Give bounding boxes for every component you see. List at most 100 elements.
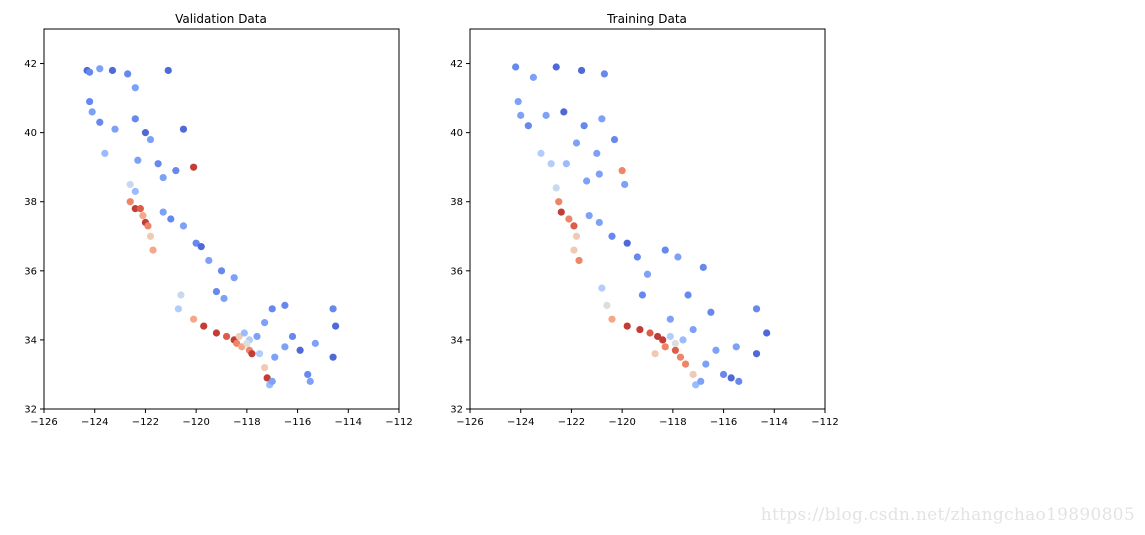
validation-point xyxy=(124,70,132,78)
training-point xyxy=(560,108,568,116)
training-point xyxy=(517,111,525,119)
validation-point xyxy=(222,332,231,341)
training-point xyxy=(679,336,687,344)
validation-point xyxy=(177,291,185,299)
validation-x-tick-label: −122 xyxy=(132,417,159,428)
validation-point xyxy=(255,350,264,358)
training-point xyxy=(651,350,659,358)
validation-axes-frame xyxy=(43,28,400,410)
validation-point xyxy=(144,222,152,230)
validation-x-tick-label: −116 xyxy=(284,417,311,428)
validation-point xyxy=(281,301,289,309)
training-point xyxy=(646,329,654,337)
validation-point xyxy=(311,339,319,347)
validation-point xyxy=(268,377,276,385)
validation-point xyxy=(261,363,269,372)
training-point xyxy=(666,332,674,341)
training-point xyxy=(633,253,641,261)
validation-point xyxy=(172,167,180,175)
validation-point xyxy=(296,346,304,354)
training-point xyxy=(752,305,761,313)
training-x-tick-label: −114 xyxy=(761,417,788,428)
training-point xyxy=(603,301,611,309)
training-point xyxy=(580,122,588,130)
training-point xyxy=(707,308,715,316)
validation-point xyxy=(149,246,157,254)
training-y-tick-label: 32 xyxy=(450,405,463,416)
training-point xyxy=(689,370,697,379)
training-point xyxy=(666,315,674,323)
validation-point xyxy=(212,329,221,337)
training-point xyxy=(735,377,743,385)
training-point xyxy=(555,198,563,206)
training-point xyxy=(552,184,560,192)
validation-point xyxy=(200,322,208,330)
training-point xyxy=(524,122,532,130)
training-point xyxy=(621,180,629,189)
validation-point xyxy=(235,332,243,341)
training-point xyxy=(661,343,669,351)
training-point xyxy=(562,160,570,168)
training-point xyxy=(681,360,690,368)
validation-y-tick-label: 38 xyxy=(24,197,37,208)
validation-point xyxy=(190,163,198,171)
validation-point xyxy=(261,319,269,327)
training-point xyxy=(671,339,679,347)
watermark: https://blog.csdn.net/zhangchao19890805 xyxy=(760,505,1135,525)
validation-point xyxy=(179,125,188,133)
training-point xyxy=(598,284,606,292)
training-point xyxy=(593,149,601,157)
validation-point xyxy=(281,343,289,351)
validation-point xyxy=(146,232,155,240)
validation-point xyxy=(131,115,139,123)
validation-point xyxy=(253,332,261,341)
validation-point xyxy=(154,160,162,168)
validation-x-tick-label: −120 xyxy=(182,417,209,428)
validation-point xyxy=(96,65,104,73)
validation-y-tick-label: 32 xyxy=(24,405,37,416)
validation-point xyxy=(86,97,94,106)
validation-point xyxy=(131,187,139,195)
validation-y-tick-label: 40 xyxy=(24,128,37,139)
validation-point xyxy=(179,222,188,230)
training-point xyxy=(661,246,669,254)
training-point xyxy=(643,270,652,278)
training-point xyxy=(659,336,667,344)
training-point xyxy=(575,256,583,265)
training-plot: Training Data −126 −124 −122 −120 −118 −116 −1… xyxy=(450,12,838,428)
training-point xyxy=(689,325,697,334)
training-point xyxy=(623,239,631,247)
validation-point xyxy=(304,370,312,379)
training-point xyxy=(674,253,682,261)
training-point xyxy=(676,353,685,361)
training-point xyxy=(595,218,603,227)
validation-point xyxy=(190,315,198,323)
training-point xyxy=(537,149,545,157)
validation-point xyxy=(306,377,314,385)
training-point xyxy=(654,332,662,341)
training-point xyxy=(623,322,631,330)
training-point xyxy=(712,346,720,354)
validation-point xyxy=(131,84,139,92)
training-point xyxy=(618,167,626,175)
training-x-tick-label: −126 xyxy=(456,417,483,428)
validation-point xyxy=(212,287,221,296)
validation-x-tick-label: −124 xyxy=(81,417,108,428)
training-point xyxy=(608,315,616,323)
validation-point xyxy=(220,294,228,303)
training-point xyxy=(565,215,573,223)
training-y-tick-label: 36 xyxy=(450,266,463,277)
validation-point xyxy=(164,66,172,75)
validation-point xyxy=(108,66,117,75)
validation-point xyxy=(136,205,144,213)
validation-y-tick-label: 36 xyxy=(24,266,37,277)
validation-point xyxy=(126,180,134,189)
validation-x-tick-label: −112 xyxy=(385,417,412,428)
training-point xyxy=(702,360,710,368)
training-point xyxy=(595,170,603,178)
validation-y-tick-label: 42 xyxy=(24,59,37,70)
training-x-tick-label: −116 xyxy=(710,417,737,428)
validation-point xyxy=(134,156,142,164)
validation-point xyxy=(139,211,147,220)
training-point xyxy=(529,73,537,81)
